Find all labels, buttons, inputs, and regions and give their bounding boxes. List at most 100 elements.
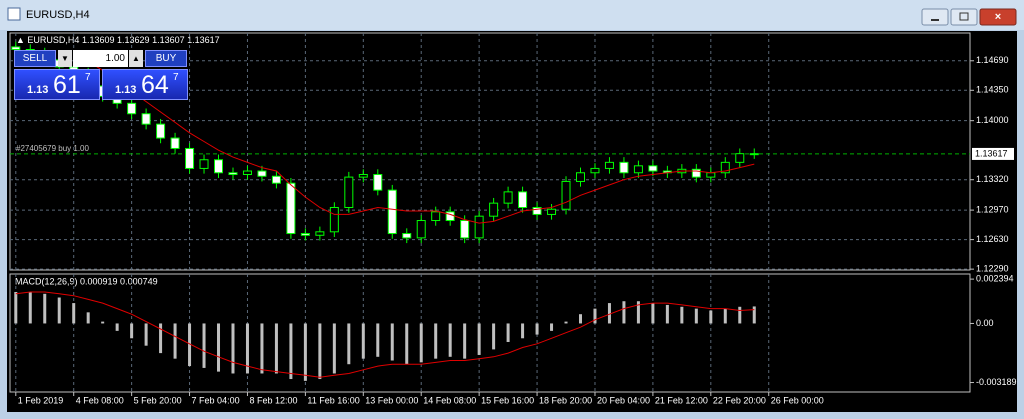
header-close: 1.13617 [187,35,220,45]
candle-body [300,233,310,236]
macd-bar [245,323,249,374]
macd-bar [202,323,206,368]
signal-line [15,291,755,378]
candle-body [503,191,513,204]
candle-body [575,172,585,182]
header-high: 1.13629 [117,35,150,45]
macd-bar [14,291,18,324]
candle-body [199,159,209,169]
macd-bar [607,303,611,324]
title-bar [0,0,1024,30]
macd-bar [477,323,481,355]
macd-bar [665,304,669,324]
candle-body [633,165,643,174]
chart-header: ▲ EURUSD,H4 1.13609 1.13629 1.13607 1.13… [16,35,220,45]
macd-panel-border [9,273,971,393]
macd-bar [535,323,539,335]
macd-bar [651,303,655,324]
macd-bar [28,291,32,324]
x-tick-label: 8 Feb 12:00 [249,395,297,405]
candle-body [156,123,166,139]
macd-bar [448,323,452,357]
y-tick-label: 1.14350 [976,85,1009,95]
close-button[interactable] [979,8,1017,26]
macd-bar [217,323,221,372]
macd-bar [622,301,626,324]
header-low: 1.13607 [152,35,185,45]
candle-body [460,220,470,239]
macd-bar [738,306,742,324]
x-tick-label: 11 Feb 16:00 [307,395,359,405]
volume-input[interactable]: 1.00 [73,50,128,67]
trade-line-label: #27405679 buy 1.00 [16,144,90,153]
macd-bar [318,323,322,380]
macd-bar [303,323,307,381]
candle-body [691,168,701,178]
macd-bar [463,323,467,359]
candle-body [518,191,528,208]
candle-body [170,137,180,149]
volume-up[interactable]: ▲ [129,50,143,67]
header-open: 1.13609 [82,35,115,45]
macd-bar [709,310,713,324]
sell-button[interactable]: SELL [14,50,56,67]
candle-body [416,220,426,239]
macd-bar [188,323,192,367]
candle-body [286,182,296,235]
sell-price-prefix: 1.13 [27,84,49,96]
candle-body [547,208,557,215]
macd-bar [550,323,554,331]
macd-bar [636,301,640,324]
close-icon: × [995,11,1001,23]
buy-price[interactable]: 1.13 64 7 [102,69,188,100]
sell-price-point: 7 [85,72,91,83]
current-price-box [972,147,1014,160]
candle-body [735,153,745,163]
minimize-button[interactable] [921,8,949,26]
macd-bar [115,323,119,331]
y-tick-label: 1.12970 [976,204,1009,214]
header-arrow: ▲ [16,35,27,45]
x-tick-label: 5 Feb 20:00 [134,395,182,405]
y-tick-label: 1.14690 [976,55,1009,65]
x-tick-label: 18 Feb 20:00 [539,395,592,405]
macd-bar [680,306,684,324]
x-tick-label: 14 Feb 08:00 [423,395,476,405]
candle-body [749,153,759,156]
candle-body [185,147,195,169]
current-price-label: 1.13617 [975,148,1008,158]
macd-bar [405,323,409,365]
sell-price-pips: 61 [53,71,81,99]
y-tick-label: 0.002394 [976,273,1014,283]
macd-bar [578,314,582,324]
buy-price-prefix: 1.13 [115,84,137,96]
x-tick-label: 13 Feb 00:00 [365,395,418,405]
macd-bar [506,323,510,342]
candle-body [431,211,441,222]
candle-body [214,159,224,174]
candle-body [11,46,21,50]
window-icon [7,7,21,21]
buy-button[interactable]: BUY [145,50,187,67]
macd-bar [43,293,47,324]
macd-bar [521,323,525,339]
candle-body [242,170,252,176]
candle-body [257,170,267,177]
y-tick-label: -0.003189 [976,377,1017,387]
candle-body [344,176,354,208]
x-tick-label: 15 Feb 16:00 [481,395,534,405]
sell-price[interactable]: 1.13 61 7 [14,69,100,100]
macd-bar [593,308,597,324]
macd-label: MACD(12,26,9) 0.000919 0.000749 [15,276,158,286]
candle-body [228,172,238,176]
candle-body [532,206,542,215]
y-tick-label: 1.14000 [976,115,1009,125]
volume-down[interactable]: ▼ [58,50,72,67]
macd-bar [419,323,423,363]
macd-bar [723,308,727,324]
macd-bar [231,323,235,374]
macd-bar [752,306,756,324]
restore-button[interactable] [950,8,978,26]
candle-body [141,113,151,125]
